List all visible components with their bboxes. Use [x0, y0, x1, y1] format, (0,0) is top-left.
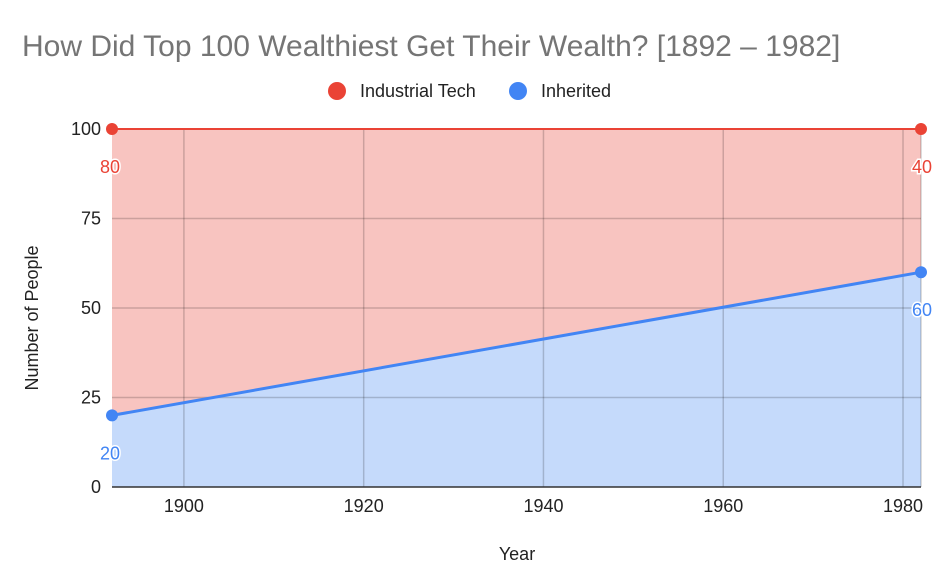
chart-title: How Did Top 100 Wealthiest Get Their Wea… [22, 30, 840, 63]
x-tick-label: 1940 [523, 496, 563, 516]
y-tick-label: 0 [91, 477, 101, 497]
y-axis-title: Number of People [22, 245, 42, 390]
point-inherited [106, 409, 118, 422]
legend-label-industrial-tech: Industrial Tech [360, 81, 476, 101]
data-label-inherited: 20 [100, 443, 120, 463]
point-industrial-tech [915, 123, 927, 135]
legend: Industrial Tech Inherited [328, 81, 611, 101]
legend-marker-inherited [509, 82, 527, 100]
x-axis-title: Year [499, 544, 535, 564]
line-inherited [111, 270, 922, 417]
data-label-industrial-tech: 80 [100, 157, 120, 177]
legend-marker-industrial-tech [328, 82, 346, 100]
point-industrial-tech [106, 123, 118, 135]
x-tick-label: 1960 [703, 496, 743, 516]
data-label-industrial-tech: 40 [912, 157, 932, 177]
y-tick-label: 75 [81, 209, 101, 229]
y-tick-label: 25 [81, 388, 101, 408]
legend-label-inherited: Inherited [541, 81, 611, 101]
area-inherited [112, 272, 921, 487]
x-tick-label: 1900 [164, 496, 204, 516]
x-tick-label: 1920 [344, 496, 384, 516]
y-tick-label: 50 [81, 298, 101, 318]
x-tick-label: 1980 [883, 496, 923, 516]
y-tick-label: 100 [71, 119, 101, 139]
plot-area: 80 40 20 60 0 25 50 75 100 1900 1920 1940 1960 1980 [71, 119, 934, 516]
data-label-inherited: 60 [912, 300, 932, 320]
point-inherited [915, 266, 927, 279]
area-industrial-tech [112, 129, 921, 416]
